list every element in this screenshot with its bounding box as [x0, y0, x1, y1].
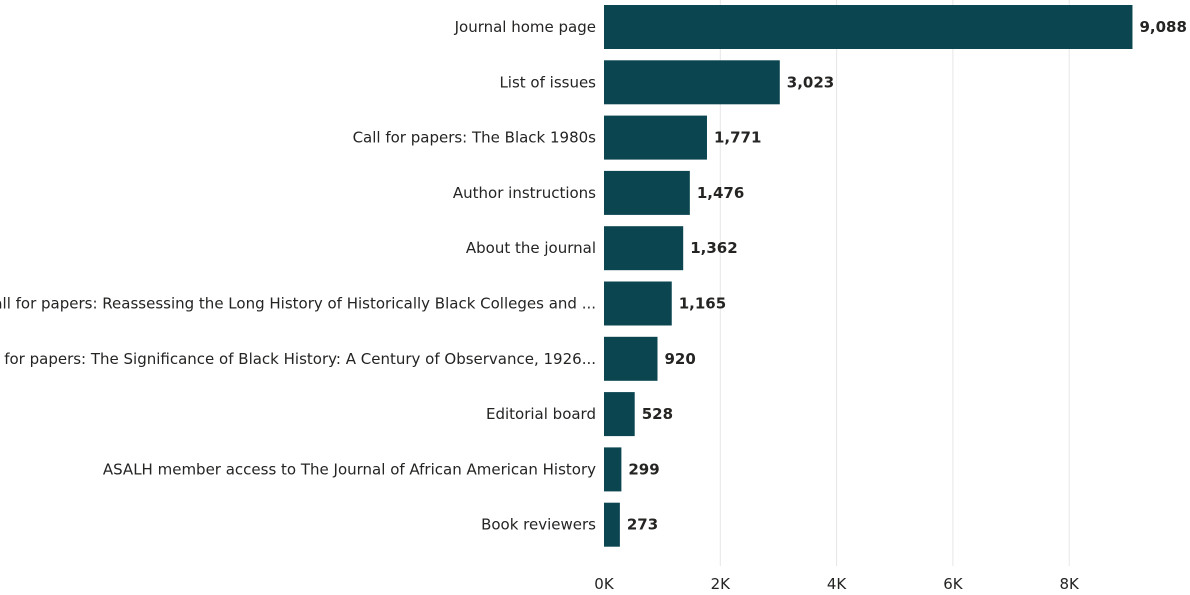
value-label: 1,771 — [714, 129, 761, 147]
category-label: About the journal — [466, 239, 596, 257]
x-tick-label: 0K — [594, 575, 615, 593]
x-tick-label: 4K — [827, 575, 848, 593]
value-label: 1,476 — [697, 184, 744, 202]
value-label: 299 — [628, 460, 659, 478]
bar — [604, 60, 780, 105]
bar — [604, 392, 635, 437]
value-label: 3,023 — [787, 73, 834, 91]
bar — [604, 502, 620, 547]
value-label: 9,088 — [1139, 18, 1186, 36]
category-label: Call for papers: The Black 1980s — [353, 129, 597, 147]
category-label: Book reviewers — [481, 516, 596, 534]
category-label: Editorial board — [486, 405, 596, 423]
x-tick-label: 2K — [711, 575, 732, 593]
bars — [604, 5, 1133, 547]
value-label: 1,362 — [690, 239, 737, 257]
bar — [604, 281, 672, 326]
category-label: Call for papers: Reassessing the Long Hi… — [0, 295, 596, 313]
bar — [604, 336, 658, 381]
value-label: 273 — [627, 516, 658, 534]
bar — [604, 447, 622, 492]
value-label: 1,165 — [679, 295, 726, 313]
value-label: 528 — [642, 405, 673, 423]
bar — [604, 170, 690, 215]
bar — [604, 5, 1133, 49]
bar — [604, 226, 684, 271]
gridlines — [719, 0, 1070, 566]
x-tick-label: 8K — [1060, 575, 1081, 593]
category-label: List of issues — [499, 73, 596, 91]
category-label: Author instructions — [453, 184, 596, 202]
bar — [604, 115, 707, 160]
value-label: 920 — [664, 350, 695, 368]
category-labels: Journal home page List of issues Call for … — [0, 18, 596, 534]
category-label: Call for papers: The Significance of Bla… — [0, 350, 596, 368]
x-axis-ticks: 0K 2K 4K 6K 8K — [594, 575, 1080, 593]
category-label: ASALH member access to The Journal of Af… — [103, 460, 596, 478]
x-tick-label: 6K — [943, 575, 964, 593]
value-labels: 9,088 3,023 1,771 1,476 1,362 1,165 920 528 299 2… — [627, 18, 1187, 534]
category-label: Journal home page — [454, 18, 596, 36]
